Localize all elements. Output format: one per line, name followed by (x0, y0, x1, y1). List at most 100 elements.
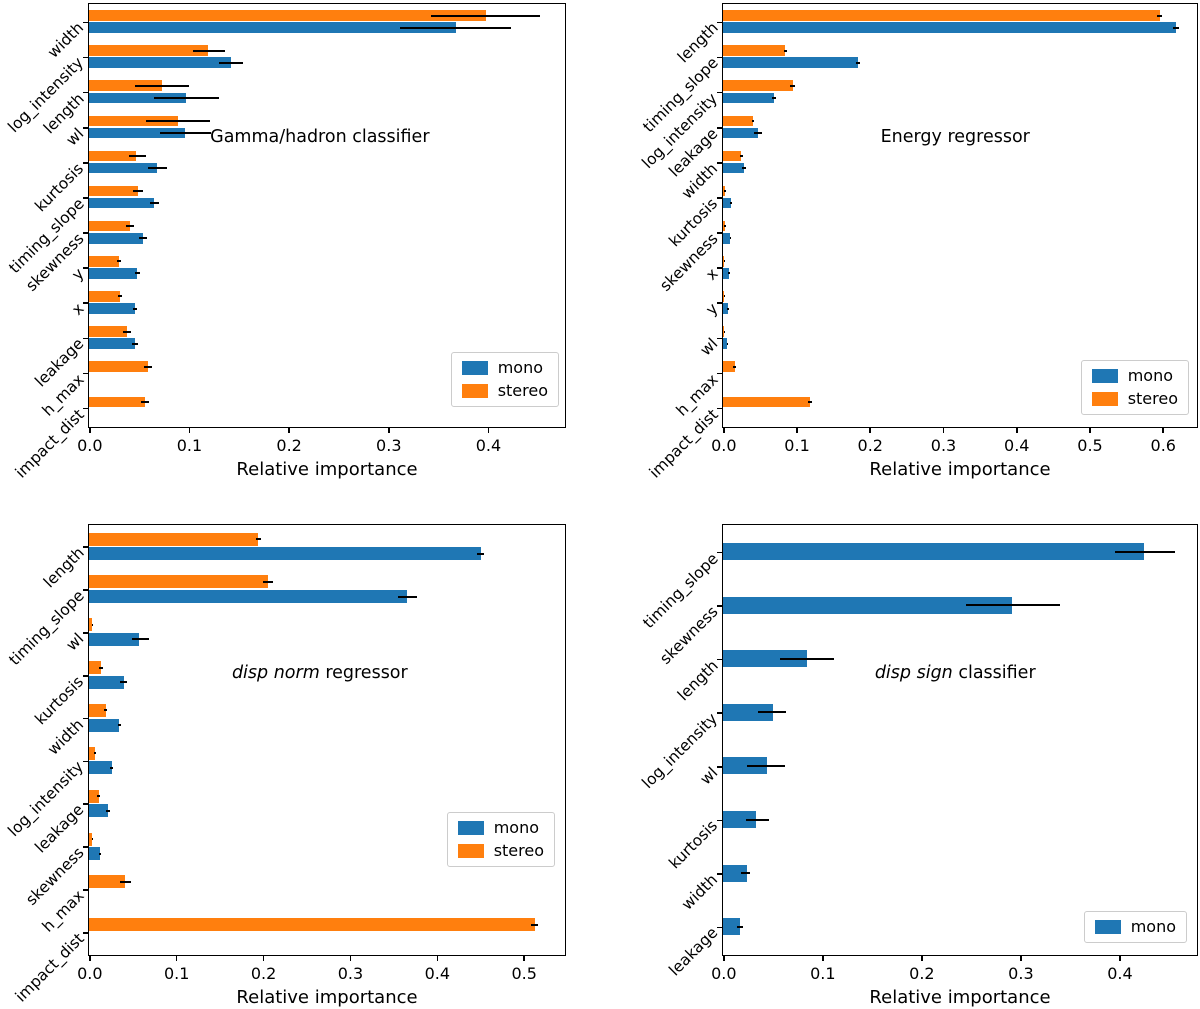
x-tick-label: 0.0 (77, 964, 103, 983)
x-tick-label: 0.1 (176, 436, 203, 455)
category-label-y: y (702, 299, 722, 320)
bar-stereo-length (723, 10, 1160, 21)
category-label-kurtosis: kurtosis (31, 672, 88, 729)
category-label-timing_slope: timing_slope (5, 194, 88, 277)
bar-mono-leakage (723, 918, 740, 936)
category-label-kurtosis: kurtosis (31, 159, 88, 216)
bar-stereo-skewness (723, 220, 726, 232)
error-bar-stereo-y (723, 295, 726, 298)
error-bar-mono-kurtosis (745, 818, 769, 821)
category-label-impact_dist: impact_dist (11, 929, 88, 1006)
error-bar-mono-timing_slope (855, 61, 860, 64)
y-tick-h_max (717, 372, 722, 375)
legend: mono stereo (446, 812, 555, 867)
category-label-x: x (702, 264, 722, 285)
error-bar-mono-x (132, 307, 137, 310)
bar-mono-skewness (89, 233, 143, 244)
y-tick-kurtosis (717, 819, 722, 822)
error-bar-mono-width (740, 872, 750, 875)
bar-mono-log_intensity (723, 92, 775, 104)
category-label-length: length (673, 18, 722, 67)
y-tick-wl (83, 126, 88, 129)
bar-mono-width (723, 864, 747, 882)
y-tick-leakage (83, 803, 88, 806)
bar-mono-length (723, 22, 1177, 33)
x-tick-label: 0.2 (857, 436, 883, 455)
x-tick-label: 0.0 (711, 436, 737, 455)
bar-stereo-timing_slope (89, 575, 268, 589)
y-tick-width (83, 21, 88, 24)
error-bar-stereo-log_intensity (94, 752, 96, 755)
category-label-leakage: leakage (665, 124, 722, 181)
error-bar-mono-wl (746, 764, 786, 767)
bar-mono-timing_slope (89, 197, 154, 209)
category-label-length: length (39, 89, 88, 137)
error-bar-mono-skewness (729, 237, 732, 240)
bar-stereo-kurtosis (89, 661, 102, 675)
bar-mono-timing_slope (723, 543, 1144, 561)
category-label-skewness: skewness (656, 229, 722, 295)
category-label-length: length (673, 656, 722, 704)
y-tick-log_intensity (717, 712, 722, 715)
x-tick-0.2 (288, 428, 290, 433)
error-bar-stereo-leakage (96, 795, 101, 798)
y-tick-skewness (83, 846, 88, 848)
bar-mono-wl (723, 338, 728, 349)
bar-stereo-timing_slope (89, 185, 138, 197)
x-tick-label: 0.3 (930, 436, 957, 455)
bar-stereo-wl (89, 618, 93, 632)
category-label-width: width (44, 715, 88, 759)
plot-area: mono stereo (88, 524, 566, 956)
bar-mono-kurtosis (723, 811, 756, 829)
bar-stereo-skewness (89, 220, 130, 232)
legend-entry-mono: mono (1094, 917, 1176, 936)
legend-label-stereo: stereo (497, 381, 548, 400)
category-label-leakage: leakage (31, 800, 88, 857)
bar-stereo-log_intensity (723, 80, 793, 91)
bar-stereo-leakage (89, 789, 99, 803)
legend-label-mono: mono (1130, 917, 1176, 936)
y-tick-impact_dist (83, 931, 88, 934)
error-bar-stereo-impact_dist (531, 923, 539, 926)
error-bar-mono-wl (132, 638, 149, 641)
error-bar-mono-width (117, 724, 122, 727)
error-bar-mono-leakage (736, 925, 743, 928)
bar-stereo-leakage (89, 326, 127, 337)
error-bar-stereo-kurtosis (99, 666, 103, 669)
y-tick-log_intensity (83, 56, 88, 59)
error-bar-stereo-impact_dist (807, 400, 813, 403)
plot-area: mono stereo (88, 3, 566, 428)
category-label-log_intensity: log_intensity (638, 89, 722, 172)
error-bar-stereo-timing_slope (783, 49, 787, 52)
x-tick-label: 0.1 (784, 436, 810, 455)
category-label-width: width (678, 159, 722, 203)
error-bar-mono-kurtosis (730, 202, 732, 205)
bar-stereo-length (89, 80, 162, 91)
error-bar-stereo-leakage (751, 119, 755, 122)
x-tick-0.0 (89, 428, 91, 433)
legend-swatch-mono (457, 821, 484, 835)
legend-label-mono: mono (493, 818, 539, 837)
x-tick-label: 0.3 (337, 964, 364, 983)
category-label-log_intensity: log_intensity (4, 758, 88, 841)
bar-stereo-h_max (723, 361, 735, 372)
bar-stereo-y (89, 256, 119, 267)
y-tick-timing_slope (717, 56, 722, 59)
bar-mono-y (723, 303, 729, 314)
error-bar-stereo-x (723, 260, 726, 263)
category-label-skewness: skewness (22, 229, 88, 295)
y-tick-kurtosis (717, 197, 722, 199)
error-bar-mono-log_intensity (757, 711, 787, 714)
error-bar-mono-length (153, 96, 219, 99)
x-tick-0.5 (523, 956, 526, 961)
error-bar-mono-kurtosis (147, 167, 167, 170)
x-tick-label: 0.2 (276, 436, 302, 455)
legend-entry-mono: mono (1091, 368, 1178, 384)
y-tick-wl (717, 337, 722, 340)
legend-swatch-mono (1091, 369, 1118, 383)
bar-mono-wl (89, 632, 140, 646)
y-tick-skewness (83, 232, 88, 234)
y-tick-length (83, 546, 88, 548)
